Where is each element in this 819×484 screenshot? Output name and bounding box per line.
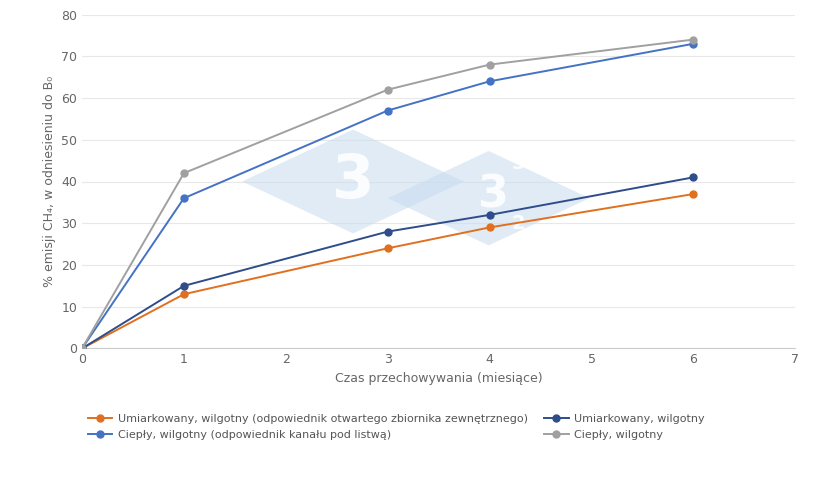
Umiarkowany, wilgotny xyxy=(77,346,87,351)
Text: 3: 3 xyxy=(511,153,525,173)
Ciepły, wilgotny xyxy=(77,346,87,351)
Text: 3: 3 xyxy=(332,152,374,211)
Umiarkowany, wilgotny (odpowiednik otwartego zbiornika zewnętrznego) xyxy=(77,346,87,351)
Umiarkowany, wilgotny xyxy=(179,283,188,289)
Ciepły, wilgotny xyxy=(688,37,698,43)
Umiarkowany, wilgotny (odpowiednik otwartego zbiornika zewnętrznego) xyxy=(179,291,188,297)
Text: 2: 2 xyxy=(511,214,525,233)
Line: Ciepły, wilgotny: Ciepły, wilgotny xyxy=(79,36,696,352)
Line: Ciepły, wilgotny (odpowiednik kanału pod listwą): Ciepły, wilgotny (odpowiednik kanału pod… xyxy=(79,40,696,352)
Umiarkowany, wilgotny xyxy=(688,174,698,180)
Ciepły, wilgotny (odpowiednik kanału pod listwą) xyxy=(484,78,494,84)
Line: Umiarkowany, wilgotny: Umiarkowany, wilgotny xyxy=(79,174,696,352)
Ciepły, wilgotny (odpowiednik kanału pod listwą) xyxy=(179,195,188,201)
Umiarkowany, wilgotny (odpowiednik otwartego zbiornika zewnętrznego) xyxy=(484,225,494,230)
Text: 3: 3 xyxy=(476,173,507,216)
Ciepły, wilgotny xyxy=(382,87,392,92)
Umiarkowany, wilgotny (odpowiednik otwartego zbiornika zewnętrznego) xyxy=(688,191,698,197)
Y-axis label: % emisji CH₄, w odniesieniu do B₀: % emisji CH₄, w odniesieniu do B₀ xyxy=(43,76,56,287)
Ciepły, wilgotny (odpowiednik kanału pod listwą) xyxy=(77,346,87,351)
Umiarkowany, wilgotny (odpowiednik otwartego zbiornika zewnętrznego) xyxy=(382,245,392,251)
Umiarkowany, wilgotny xyxy=(382,228,392,234)
X-axis label: Czas przechowywania (miesiące): Czas przechowywania (miesiące) xyxy=(334,372,542,385)
Legend: Umiarkowany, wilgotny (odpowiednik otwartego zbiornika zewnętrznego), Ciepły, wi: Umiarkowany, wilgotny (odpowiednik otwar… xyxy=(88,414,704,439)
FancyBboxPatch shape xyxy=(387,151,589,245)
Ciepły, wilgotny (odpowiednik kanału pod listwą) xyxy=(688,41,698,46)
Ciepły, wilgotny xyxy=(484,62,494,68)
Umiarkowany, wilgotny xyxy=(484,212,494,218)
Ciepły, wilgotny (odpowiednik kanału pod listwą) xyxy=(382,107,392,113)
Line: Umiarkowany, wilgotny (odpowiednik otwartego zbiornika zewnętrznego): Umiarkowany, wilgotny (odpowiednik otwar… xyxy=(79,191,696,352)
FancyBboxPatch shape xyxy=(242,130,464,233)
Ciepły, wilgotny xyxy=(179,170,188,176)
